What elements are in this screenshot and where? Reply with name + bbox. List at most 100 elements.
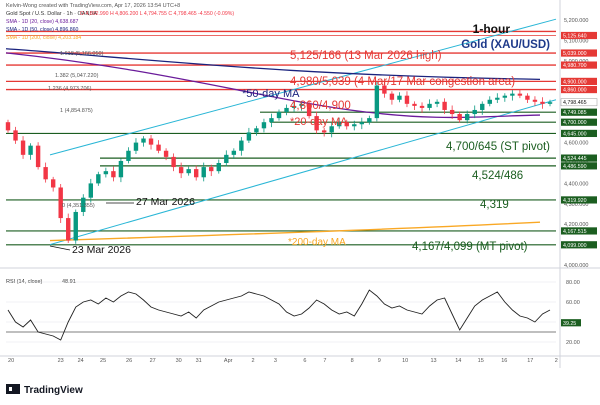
candle-body: [472, 109, 477, 115]
chart-timeframe: 1-hour: [473, 22, 511, 36]
candle-body: [81, 197, 86, 212]
candle-body: [442, 101, 447, 110]
candle-body: [186, 169, 191, 174]
fib-0-label: 0 (4,351.355): [62, 203, 95, 209]
candle-body: [321, 130, 327, 133]
candle-body: [306, 103, 312, 117]
candle-body: [464, 114, 470, 121]
x-tick-label: 3: [274, 358, 277, 364]
candle-body: [419, 105, 425, 108]
price-badge-label: 4,486.590: [563, 164, 587, 170]
candle-body: [434, 101, 440, 104]
candle-body: [224, 154, 229, 163]
rsi-tick-label: 60.00: [566, 300, 580, 306]
price-badge-label: 5,125.640: [563, 34, 587, 40]
header-sma20: SMA - 1D (20, close) 4,638.687: [6, 19, 78, 25]
chart-instrument: Gold (XAU/USD): [461, 39, 550, 51]
price-badge: [561, 154, 597, 162]
price-badge: [561, 108, 597, 116]
x-tick-label: 9: [378, 358, 381, 364]
price-badge-label: 4,099.000: [563, 243, 587, 249]
candle-body: [359, 122, 365, 125]
price-badge: [561, 85, 597, 94]
price-badge: [561, 61, 597, 69]
x-tick-label: 24: [78, 358, 84, 364]
y-tick-label: 4,400.000: [564, 181, 588, 187]
x-tick-label: 30: [176, 358, 182, 364]
annotation-r2: 4,980/5,039 (4 Mar/17 Mar congestion are…: [290, 76, 515, 88]
candle-body: [28, 145, 33, 155]
price-badge: [561, 196, 597, 204]
candle-body: [96, 174, 101, 184]
candle-body: [209, 167, 214, 172]
rsi-badge-label: 39.25: [563, 321, 576, 327]
candle-body: [20, 140, 26, 155]
price-badge: [561, 162, 597, 170]
candle-body: [502, 95, 508, 98]
candle-body: [314, 116, 319, 131]
x-tick-label: 10: [402, 358, 408, 364]
candle-body: [50, 179, 56, 188]
header-ohlc: O 4,802.990 H 4,806.200 L 4,794.755 C 4,…: [80, 11, 234, 17]
candle-body: [495, 97, 500, 100]
annotation-r1: 5,125/166 (13 Mar 2026 high): [290, 50, 442, 62]
footer-brand: TradingView: [24, 385, 83, 396]
candle-body: [412, 103, 417, 106]
pointer-23mar: [49, 245, 71, 251]
price-badge-label: 4,167.515: [563, 229, 587, 235]
candle-body: [141, 138, 146, 143]
candle-body: [276, 112, 282, 119]
candle-body: [261, 122, 267, 129]
candle-body: [299, 103, 304, 106]
candle-body: [58, 187, 63, 219]
price-badge: [561, 241, 597, 249]
annotation-s4: 4,167/4,099 (MT pivot): [412, 241, 528, 253]
y-tick-label: 4,600.000: [564, 141, 588, 147]
y-tick-label: 4,300.000: [564, 202, 588, 208]
x-tick-label: 25: [100, 358, 106, 364]
candle-body: [532, 99, 538, 102]
candle-body: [118, 160, 124, 178]
annotation-low-23mar: 23 Mar 2026: [72, 244, 131, 256]
price-badge-label: 4,749.085: [563, 110, 587, 116]
rsi-line: [7, 289, 551, 341]
annotation-ma20: *20-day MA: [290, 116, 348, 128]
fib-1618-label: 1.618 (5,166.050): [60, 51, 104, 57]
candle-body: [374, 85, 380, 119]
x-tick-label: 15: [478, 358, 484, 364]
rsi-tick-label: 20.00: [566, 340, 580, 346]
price-badge: [561, 118, 597, 126]
price-badge-label: 4,860.000: [563, 88, 587, 94]
price-badge-label: 4,980.700: [563, 63, 587, 69]
x-tick-label: 6: [303, 358, 306, 364]
header-symbol: Gold Spot / U.S. Dollar · 1h · OANDA: [6, 11, 97, 17]
annotation-r3: 4,860/4,900: [290, 100, 351, 112]
x-tick-label: 13: [430, 358, 436, 364]
candle-body: [284, 107, 289, 112]
annotation-s2: 4,524/486: [472, 170, 523, 182]
ma200-line: [49, 221, 541, 242]
price-badge-label: 4,700.000: [563, 120, 587, 126]
price-badge: [561, 227, 597, 235]
x-tick-label: 20: [8, 358, 14, 364]
candle-body: [367, 118, 372, 123]
channel-lower-line: [49, 99, 557, 246]
x-tick-label: 31: [196, 358, 202, 364]
price-badge: [561, 129, 597, 138]
annotation-ma200: *200-day MA: [288, 237, 346, 248]
y-tick-label: 5,100.000: [564, 39, 588, 45]
candle-body: [133, 142, 139, 151]
x-tick-label: 17: [527, 358, 533, 364]
candle-body: [231, 150, 237, 155]
candle-body: [43, 167, 48, 180]
y-tick-label: 4,000.000: [564, 263, 588, 269]
fib-1382-label: 1.382 (5,047.220): [55, 73, 99, 79]
x-tick-label: 27: [150, 358, 156, 364]
candle-body: [269, 118, 274, 123]
header-sma50: SMA - 1D (50, close) 4,896.860: [6, 27, 78, 33]
candle-body: [540, 101, 545, 104]
candle-body: [291, 105, 297, 108]
